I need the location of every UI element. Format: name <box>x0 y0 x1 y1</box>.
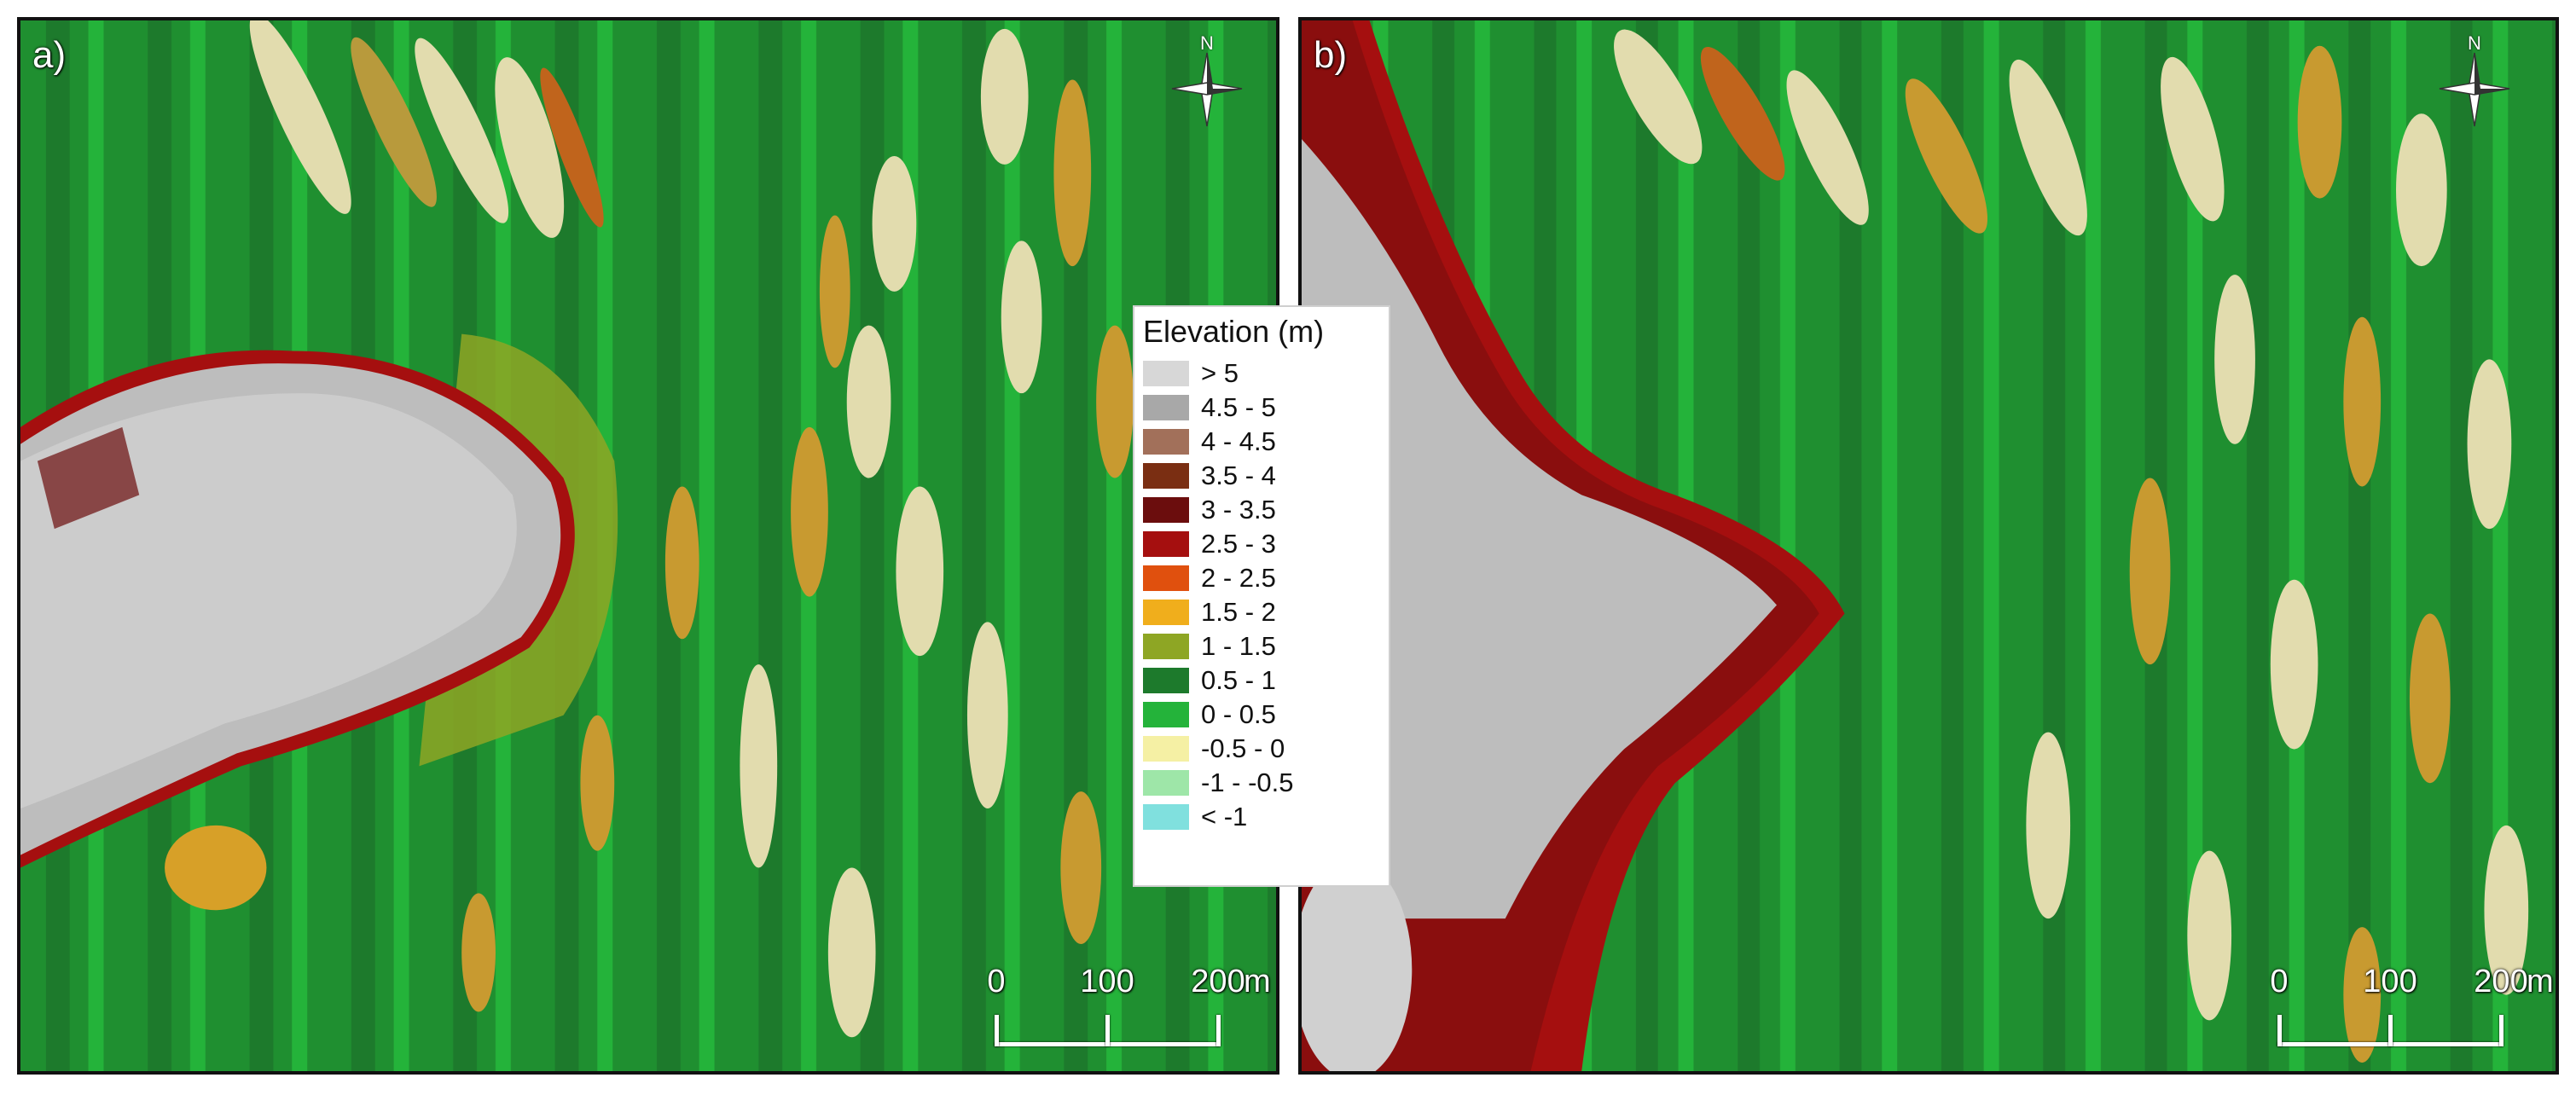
scale-tick-0: 0 <box>987 964 1006 999</box>
legend-swatch <box>1143 702 1189 727</box>
legend-swatch <box>1143 463 1189 489</box>
map-panel-a: a) N 0 100 200 m <box>17 17 1279 1075</box>
legend-label: -0.5 - 0 <box>1201 733 1285 763</box>
legend-swatch <box>1143 395 1189 420</box>
legend-swatch <box>1143 634 1189 659</box>
scale-tick-200: 200 <box>1191 964 1245 999</box>
ridge-pattern-b <box>1614 29 2529 1063</box>
legend-label: 1.5 - 2 <box>1201 597 1276 627</box>
legend-label: 0 - 0.5 <box>1201 699 1276 729</box>
scale-tick-100: 100 <box>2363 964 2417 999</box>
legend-label: 2 - 2.5 <box>1201 563 1276 593</box>
north-arrow-b: N <box>2436 32 2513 135</box>
legend-label: 3.5 - 4 <box>1201 461 1276 490</box>
legend-item: 4 - 4.5 <box>1143 425 1380 459</box>
legend-label: 1 - 1.5 <box>1201 631 1276 661</box>
legend-swatch <box>1143 736 1189 762</box>
legend-label: > 5 <box>1201 358 1239 388</box>
panel-label-a: a) <box>32 34 67 76</box>
map-panel-b: b) N 0 100 200 m <box>1298 17 2559 1075</box>
legend-swatch <box>1143 804 1189 830</box>
compass-rose-icon <box>2439 52 2510 127</box>
legend-item: > 5 <box>1143 356 1380 391</box>
legend-item: 1 - 1.5 <box>1143 629 1380 663</box>
legend-swatch <box>1143 600 1189 625</box>
legend-item: 3 - 3.5 <box>1143 493 1380 527</box>
legend-label: -1 - -0.5 <box>1201 768 1294 797</box>
legend-items: > 5 4.5 - 5 4 - 4.5 3.5 - 4 3 - 3.5 2.5 … <box>1143 356 1380 834</box>
legend-label: 3 - 3.5 <box>1201 495 1276 524</box>
scale-tick-200: 200 <box>2474 964 2528 999</box>
elevation-map-a <box>20 20 1276 1071</box>
elevation-map-b <box>1302 20 2556 1071</box>
town-area-b <box>1302 20 1845 1071</box>
legend-label: 2.5 - 3 <box>1201 529 1276 559</box>
legend-item: 0 - 0.5 <box>1143 698 1380 732</box>
town-area-a <box>20 350 575 868</box>
legend-swatch <box>1143 565 1189 591</box>
scale-tick-0: 0 <box>2270 964 2289 999</box>
legend-label: 0.5 - 1 <box>1201 665 1276 695</box>
compass-rose-icon <box>1171 52 1243 127</box>
north-arrow-letter: N <box>1200 32 1214 54</box>
scale-unit: m <box>2527 964 2554 999</box>
north-arrow-a: N <box>1169 32 1245 135</box>
panel-label-b: b) <box>1314 34 1348 76</box>
legend-label: 4.5 - 5 <box>1201 392 1276 422</box>
legend-item: 4.5 - 5 <box>1143 391 1380 425</box>
legend-swatch <box>1143 429 1189 455</box>
elevation-legend: Elevation (m) > 5 4.5 - 5 4 - 4.5 3.5 - … <box>1133 305 1390 887</box>
scale-bar-a: 0 100 200 m <box>978 957 1271 1059</box>
legend-item: 2.5 - 3 <box>1143 527 1380 561</box>
scale-bar-b: 0 100 200 m <box>2260 957 2554 1059</box>
legend-label: 4 - 4.5 <box>1201 426 1276 456</box>
legend-swatch <box>1143 668 1189 693</box>
legend-swatch <box>1143 770 1189 796</box>
legend-item: 3.5 - 4 <box>1143 459 1380 493</box>
legend-item: -1 - -0.5 <box>1143 766 1380 800</box>
legend-item: < -1 <box>1143 800 1380 834</box>
legend-swatch <box>1143 531 1189 557</box>
ridge-pattern-a <box>165 20 1197 1038</box>
scale-tick-100: 100 <box>1080 964 1134 999</box>
legend-item: 1.5 - 2 <box>1143 595 1380 629</box>
legend-item: -0.5 - 0 <box>1143 732 1380 766</box>
legend-title: Elevation (m) <box>1143 314 1325 349</box>
scale-unit: m <box>1244 964 1271 999</box>
legend-swatch <box>1143 497 1189 523</box>
north-arrow-letter: N <box>2468 32 2481 54</box>
legend-label: < -1 <box>1201 802 1248 831</box>
legend-swatch <box>1143 361 1189 386</box>
legend-item: 2 - 2.5 <box>1143 561 1380 595</box>
legend-item: 0.5 - 1 <box>1143 663 1380 698</box>
